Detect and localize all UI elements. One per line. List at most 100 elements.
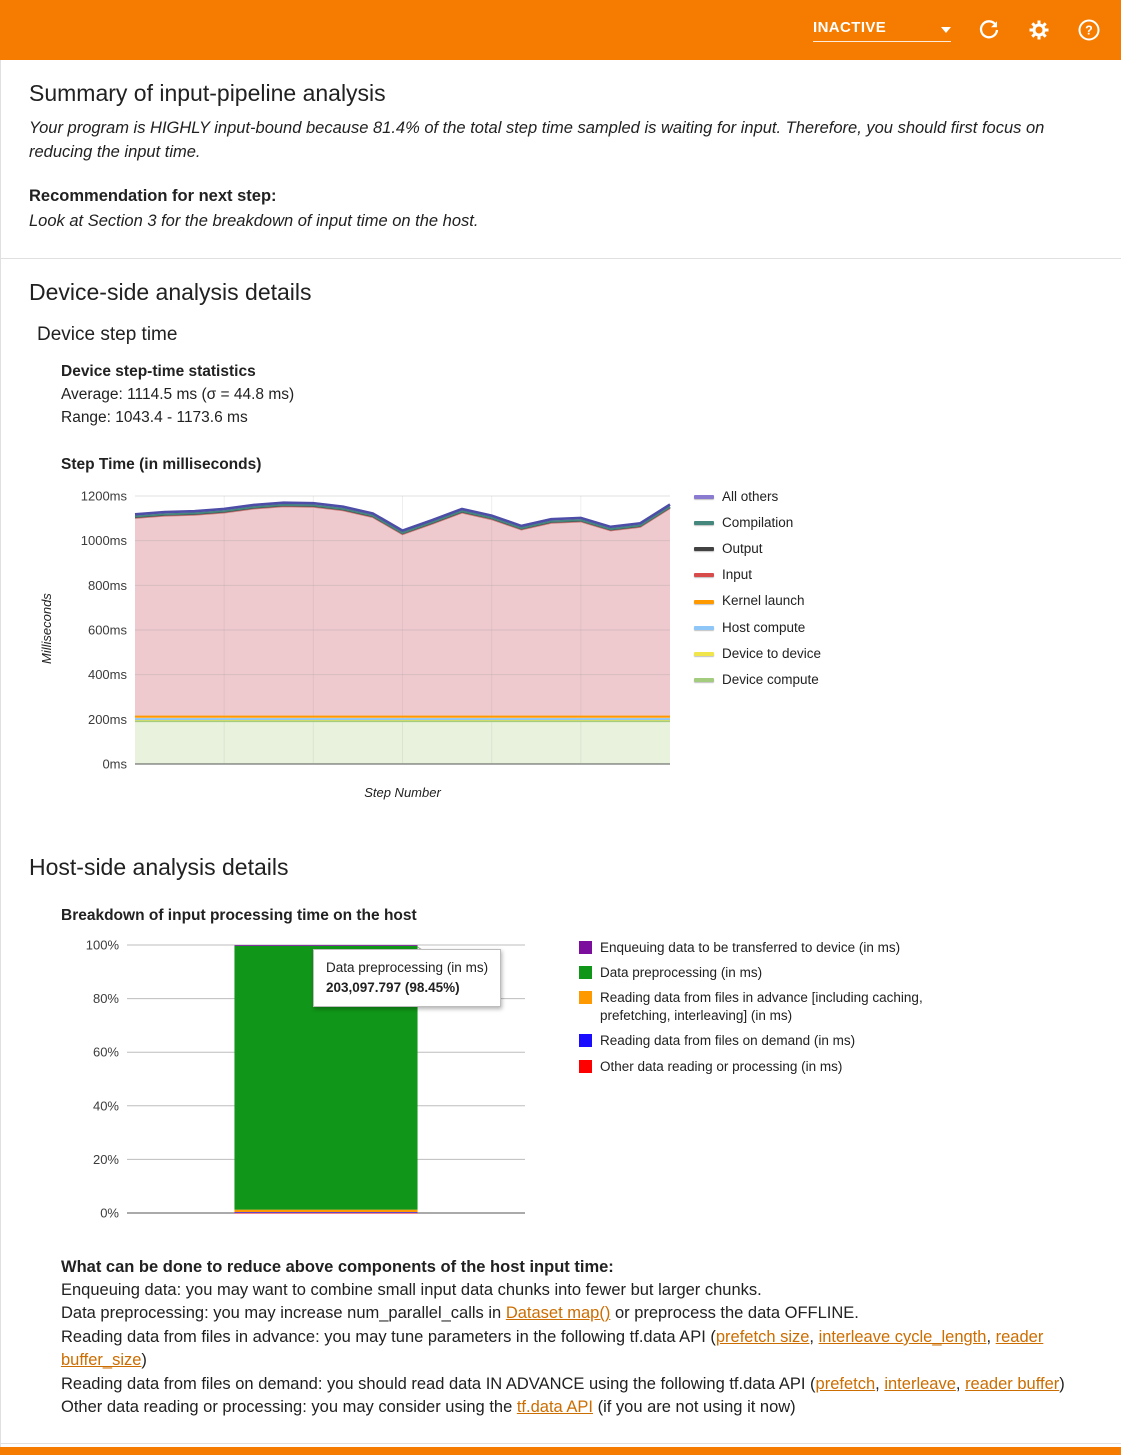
legend-swatch-icon (579, 1034, 592, 1048)
step-chart-legend: All others Compilation Output Input Kernel l… (694, 484, 821, 698)
svg-text:80%: 80% (93, 991, 119, 1006)
advice-link[interactable]: prefetch (815, 1374, 876, 1393)
stats-average: Average: 1114.5 ms (σ = 44.8 ms) (61, 386, 295, 404)
legend-label: Reading data from files in advance [incl… (600, 989, 923, 1024)
step-chart-row: Milliseconds 0ms 200ms 400ms 600ms 800ms 1000… (39, 484, 1081, 800)
advice-list: Enqueuing data: you may want to combine … (61, 1279, 1081, 1420)
legend-swatch-icon (694, 573, 714, 578)
advice-link[interactable]: Dataset map() (505, 1304, 611, 1323)
svg-text:?: ? (1085, 24, 1093, 38)
legend-label: Output (722, 540, 763, 556)
svg-text:1000ms: 1000ms (81, 533, 128, 548)
advice-line: Other data reading or processing: you ma… (61, 1398, 796, 1417)
host-chart-row: 0% 20% 40% 60% 80% 100% Data preprocessing (i… (65, 935, 1081, 1230)
legend-item: Device compute (694, 671, 821, 689)
legend-label: Enqueuing data to be transferred to devi… (600, 939, 901, 955)
run-status-select[interactable]: INACTIVE (813, 19, 951, 42)
gear-icon[interactable] (1027, 18, 1051, 42)
legend-swatch-icon (694, 494, 714, 499)
summary-body: Your program is HIGHLY input-bound becau… (29, 119, 1045, 161)
advice-link[interactable]: prefetch size (715, 1327, 810, 1346)
legend-item: Reading data from files in advance [incl… (579, 989, 984, 1025)
legend-item: Output (694, 540, 821, 558)
device-section: Device-side analysis details Device step… (1, 259, 1121, 824)
legend-swatch-icon (579, 940, 592, 954)
legend-item: All others (694, 488, 821, 506)
stats-range: Range: 1043.4 - 1173.6 ms (61, 409, 248, 427)
legend-swatch-icon (694, 678, 714, 683)
step-chart-xaxis-label: Step Number (364, 784, 441, 800)
legend-item: Input (694, 566, 821, 584)
summary-title: Summary of input-pipeline analysis (29, 80, 386, 106)
legend-label: Host compute (722, 619, 806, 635)
help-icon[interactable]: ? (1077, 18, 1101, 42)
legend-label: Device to device (722, 645, 822, 661)
chevron-down-icon (941, 26, 951, 33)
svg-text:800ms: 800ms (88, 577, 128, 592)
legend-item: Kernel launch (694, 592, 821, 610)
legend-item: Host compute (694, 619, 821, 637)
advice-link[interactable]: interleave cycle_length (818, 1327, 987, 1346)
advice-block: What can be done to reduce above compone… (61, 1256, 1081, 1420)
advice-line: Data preprocessing: you may increase num… (61, 1304, 859, 1323)
legend-label: Data preprocessing (in ms) (600, 964, 763, 980)
step-chart-title: Step Time (in milliseconds) (61, 455, 262, 473)
svg-text:0%: 0% (100, 1205, 119, 1220)
svg-text:60%: 60% (93, 1044, 119, 1059)
device-step-time-title: Device step time (37, 323, 178, 345)
advice-line: Reading data from files in advance: you … (61, 1327, 1044, 1370)
main-content: Summary of input-pipeline analysis Your … (0, 60, 1121, 1448)
svg-text:600ms: 600ms (88, 622, 128, 637)
legend-swatch-icon (579, 1059, 592, 1073)
tooltip-value: 203,097.797 (98.45%) (326, 979, 460, 995)
svg-text:400ms: 400ms (88, 667, 128, 682)
host-chart-title: Breakdown of input processing time on th… (61, 906, 417, 924)
tooltip-title: Data preprocessing (in ms) (326, 959, 489, 975)
section-divider (1, 257, 1121, 259)
advice-link[interactable]: reader buffer (965, 1374, 1060, 1393)
legend-item: Other data reading or processing (in ms) (579, 1058, 984, 1076)
legend-label: Other data reading or processing (in ms) (600, 1058, 843, 1074)
host-section-title: Host-side analysis details (29, 853, 289, 880)
legend-item: Reading data from files on demand (in ms… (579, 1032, 984, 1050)
summary-section: Summary of input-pipeline analysis Your … (1, 60, 1121, 258)
legend-item: Enqueuing data to be transferred to devi… (579, 939, 984, 957)
advice-link[interactable]: tf.data API (516, 1398, 593, 1417)
stats-title: Device step-time statistics (61, 362, 256, 380)
svg-text:1200ms: 1200ms (81, 488, 128, 503)
svg-text:40%: 40% (93, 1098, 119, 1113)
legend-swatch-icon (694, 625, 714, 630)
legend-item: Device to device (694, 645, 821, 663)
top-toolbar: INACTIVE ? (0, 0, 1121, 60)
recommendation-text: Look at Section 3 for the breakdown of i… (29, 211, 479, 230)
step-chart[interactable]: 0ms 200ms 400ms 600ms 800ms 1000ms 1200ms (65, 484, 680, 780)
device-section-title: Device-side analysis details (29, 278, 312, 305)
legend-label: Device compute (722, 672, 819, 688)
legend-label: Kernel launch (722, 593, 805, 609)
legend-swatch-icon (579, 965, 592, 979)
svg-text:0ms: 0ms (102, 756, 127, 771)
legend-item: Compilation (694, 514, 821, 532)
legend-swatch-icon (694, 599, 714, 604)
svg-text:200ms: 200ms (88, 711, 128, 726)
chart-tooltip: Data preprocessing (in ms) 203,097.797 (… (313, 948, 502, 1008)
recommendation-label: Recommendation for next step: (29, 186, 277, 205)
legend-item: Data preprocessing (in ms) (579, 964, 984, 982)
svg-text:20%: 20% (93, 1151, 119, 1166)
legend-swatch-icon (694, 651, 714, 656)
legend-swatch-icon (694, 520, 714, 525)
svg-text:100%: 100% (86, 937, 120, 952)
legend-swatch-icon (579, 990, 592, 1004)
refresh-icon[interactable] (977, 18, 1001, 42)
advice-line: Enqueuing data: you may want to combine … (61, 1280, 762, 1299)
legend-label: All others (722, 488, 779, 504)
host-chart-legend: Enqueuing data to be transferred to devi… (579, 935, 984, 1083)
legend-swatch-icon (694, 547, 714, 552)
legend-label: Input (722, 567, 753, 583)
bottom-bar (0, 1447, 1121, 1455)
advice-link[interactable]: interleave (884, 1374, 956, 1393)
advice-line: Reading data from files on demand: you s… (61, 1374, 1065, 1393)
legend-label: Reading data from files on demand (in ms… (600, 1033, 856, 1049)
advice-title: What can be done to reduce above compone… (61, 1257, 614, 1276)
legend-label: Compilation (722, 514, 794, 530)
